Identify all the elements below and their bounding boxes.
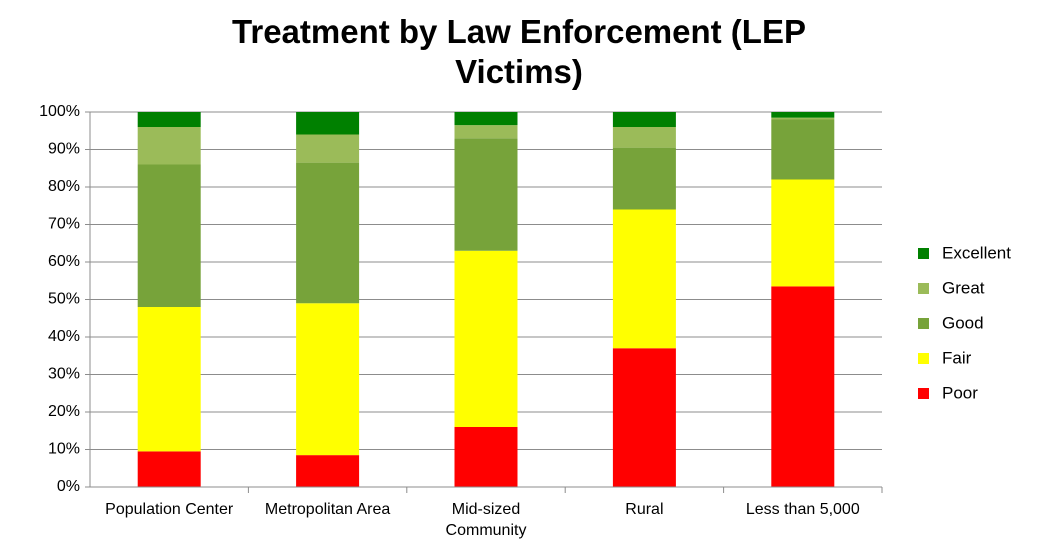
bar-segment [296,134,360,163]
y-tick-label: 90% [48,141,80,158]
x-tick-label: Mid-sized Community [445,501,527,539]
bar-segment [454,138,518,251]
y-tick-label: 0% [57,478,80,495]
bar-segment [137,451,201,487]
x-tick-label: Metropolitan Area [264,501,391,518]
legend-swatch [918,248,929,259]
y-tick-label: 60% [48,253,80,270]
bar-segment [137,307,201,452]
bar-segment [137,112,201,127]
x-tick-label: Population Center [105,501,234,518]
legend-label: Excellent [942,243,1011,262]
bar-segment [771,112,835,118]
legend-label: Good [942,313,984,332]
y-tick-label: 40% [48,328,80,345]
y-tick-label: 70% [48,216,80,233]
legend-label: Great [942,278,985,297]
y-tick-label: 10% [48,441,80,458]
legend-swatch [918,318,929,329]
bar-segment [612,112,676,127]
x-tick-label: Rural [625,501,664,518]
bar-segment [296,455,360,487]
bar-segment [771,119,835,180]
y-tick-label: 100% [39,103,80,120]
y-tick-label: 30% [48,366,80,383]
legend-swatch [918,388,929,399]
legend-swatch [918,283,929,294]
bar-segment [296,303,360,456]
y-tick-label: 50% [48,291,80,308]
bar-segment [612,127,676,148]
legend-label: Poor [942,383,978,402]
bar-segment [137,164,201,307]
y-tick-label: 80% [48,178,80,195]
bar-segment [137,127,201,165]
bar-segment [612,147,676,210]
x-tick-label: Less than 5,000 [745,501,860,518]
bar-segment [612,209,676,349]
legend-label: Fair [942,348,972,367]
bar-segment [454,250,518,427]
bar-segment [771,117,835,120]
y-tick-label: 20% [48,403,80,420]
legend-swatch [918,353,929,364]
bar-segment [296,162,360,304]
bar-segment [454,112,518,126]
bar-segment [612,348,676,487]
bar-segment [296,112,360,135]
bar-segment [771,179,835,287]
bar-segment [454,427,518,487]
bar-segment [454,125,518,139]
chart-title: Treatment by Law Enforcement (LEP Victim… [232,13,806,90]
bar-segment [771,286,835,487]
